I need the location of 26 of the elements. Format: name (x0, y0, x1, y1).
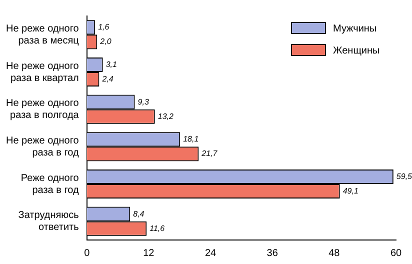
text: 11,6 (150, 224, 165, 233)
y-tick-label: Не реже одного раза в месяц (6, 23, 80, 46)
text: 2,0 (100, 37, 112, 46)
x-tick-label: 48 (328, 248, 340, 259)
text: 1,6 (98, 22, 110, 32)
text: 13,2 (158, 112, 174, 121)
x-tick-label: 60 (390, 248, 402, 259)
y-tick-label: Не реже одного раза в год (6, 135, 80, 158)
text: 9,3 (138, 97, 149, 106)
y-tick-label: Затрудняюсь ответить (18, 210, 79, 234)
text: 3,1 (106, 60, 117, 69)
legend-label: Мужчины (333, 23, 377, 34)
text: 8,4 (133, 209, 144, 218)
text: 21,7 (202, 149, 218, 158)
y-tick-label: Не реже одного раза в полгода (6, 98, 80, 122)
y-tick-label: Реже одного раза в год (20, 172, 80, 196)
text: 2,4 (102, 74, 114, 84)
x-tick-label: 0 (84, 248, 90, 259)
y-tick-label: Не реже одного раза в квартал (6, 60, 80, 84)
legend-label: Женщины (333, 45, 380, 56)
text: 18,1 (183, 134, 199, 144)
x-tick-label: 12 (143, 248, 155, 259)
text: 59,5 (396, 172, 412, 181)
text: 49,1 (342, 186, 358, 196)
x-tick-label: 24 (204, 248, 217, 259)
x-tick-label: 36 (266, 248, 278, 259)
